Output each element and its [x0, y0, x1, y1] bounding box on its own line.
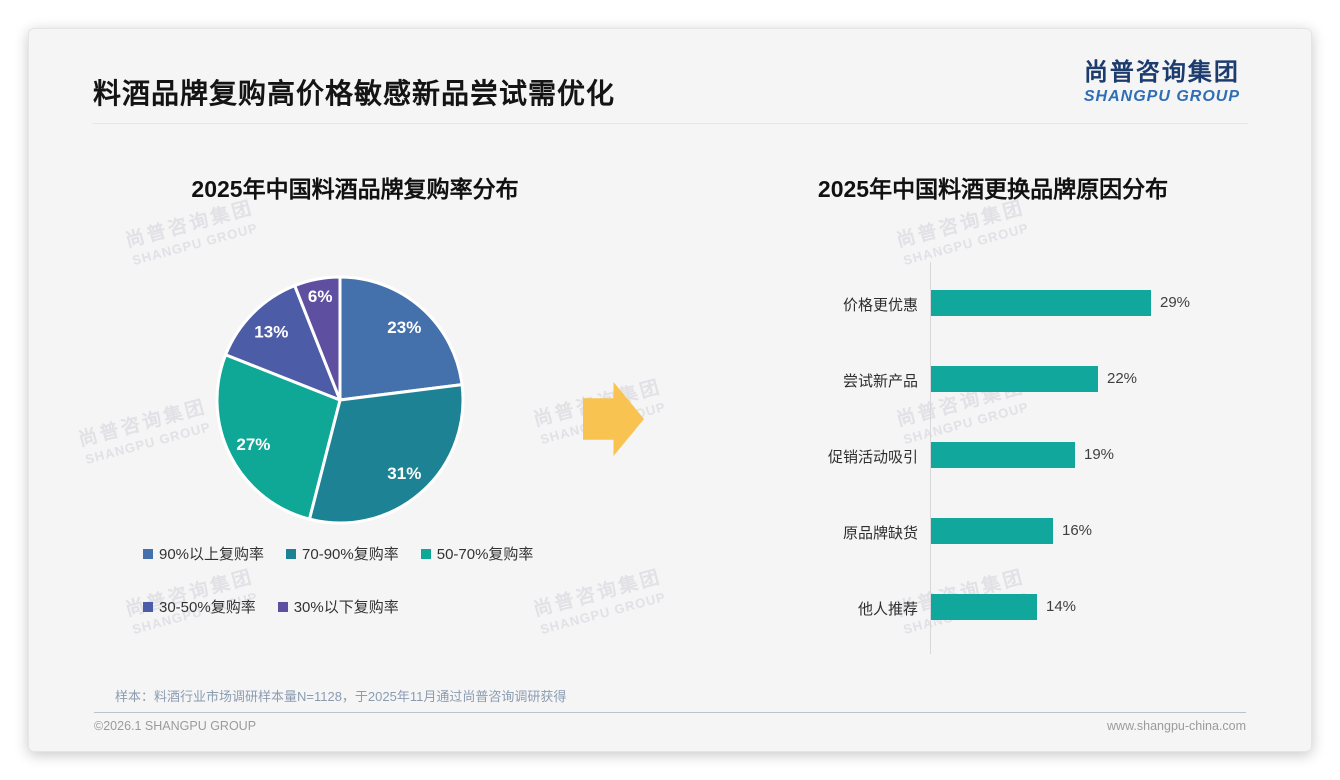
pie-chart: 23% 31% 27% 13% 6%	[215, 275, 465, 525]
header-divider	[92, 123, 1248, 124]
watermark-cn-text: 尚普咨询集团	[123, 197, 257, 253]
bar-value-label-4: 14%	[1046, 598, 1077, 615]
pie-slice-3	[224, 284, 342, 402]
sample-note: 样本：料酒行业市场调研样本量N=1128，于2025年11月通过尚普咨询调研获得	[115, 689, 567, 704]
legend-label: 50-70%复购率	[436, 546, 534, 563]
bar-3	[931, 518, 1053, 544]
bar-value-label-1: 22%	[1107, 370, 1138, 387]
legend-label: 90%以上复购率	[159, 546, 265, 563]
legend-marker-icon	[143, 548, 153, 559]
watermark-cn-text: 尚普咨询集团	[76, 396, 210, 452]
legend-marker-icon	[286, 548, 297, 559]
pie-slice-label-0: 23%	[387, 318, 421, 337]
pie-slice-4	[293, 275, 342, 402]
pie-legend-row-1: 90%以上复购率 70-90%复购率 50-70%复购率	[143, 543, 533, 564]
bar-value-label-3: 16%	[1062, 522, 1093, 539]
watermark-en-text: SHANGPU GROUP	[901, 219, 1031, 268]
bar-2	[931, 442, 1075, 468]
watermark-cn-text: 尚普咨询集团	[531, 566, 665, 622]
right-arrow-icon	[583, 382, 644, 456]
bar-chart-axis	[930, 262, 931, 654]
pie-slice-label-4: 6%	[308, 287, 333, 306]
footer-copyright: ©2026.1 SHANGPU GROUP	[94, 719, 257, 733]
watermark-en-text: SHANGPU GROUP	[538, 588, 668, 637]
page-title: 料酒品牌复购高价格敏感新品尝试需优化	[93, 78, 616, 109]
bar-0	[931, 290, 1151, 316]
bar-category-label-3: 原品牌缺货	[842, 525, 918, 542]
bar-category-label-1: 尝试新产品	[842, 373, 918, 390]
bar-category-label-4: 他人推荐	[857, 601, 918, 618]
legend-item-0: 90%以上复购率	[143, 543, 264, 564]
pie-slice-label-2: 27%	[236, 435, 270, 454]
legend-item-3: 30-50%复购率	[143, 596, 256, 617]
logo-en-text: SHANGPU GROUP	[1083, 88, 1240, 105]
bar-value-label-2: 19%	[1084, 446, 1115, 463]
legend-label: 30-50%复购率	[159, 599, 256, 616]
bar-category-label-2: 促销活动吸引	[827, 449, 918, 466]
legend-item-1: 70-90%复购率	[286, 543, 399, 564]
watermark-en-text: SHANGPU GROUP	[901, 398, 1031, 447]
bar-category-label-0: 价格更优惠	[842, 297, 918, 314]
bar-value-label-0: 29%	[1160, 294, 1191, 311]
watermark-cn-text: 尚普咨询集团	[894, 197, 1028, 253]
legend-label: 30%以下复购率	[293, 599, 399, 616]
pie-legend-row-2: 30-50%复购率 30%以下复购率	[143, 596, 399, 617]
bar-chart-title: 2025年中国料酒更换品牌原因分布	[817, 176, 1169, 202]
legend-marker-icon	[143, 601, 153, 612]
bar-4	[931, 594, 1037, 620]
pie-slice-label-3: 13%	[254, 322, 288, 341]
footer-website: www.shangpu-china.com	[1107, 719, 1246, 733]
watermark-en-text: SHANGPU GROUP	[83, 418, 213, 467]
pie-slice-0	[338, 275, 464, 402]
company-logo: 尚普咨询集团 SHANGPU GROUP	[1084, 52, 1240, 106]
legend-marker-icon	[420, 548, 431, 559]
legend-label: 70-90%复购率	[302, 546, 399, 563]
legend-marker-icon	[277, 601, 288, 612]
bar-1	[931, 366, 1098, 392]
legend-item-2: 50-70%复购率	[420, 543, 534, 564]
legend-item-4: 30%以下复购率	[277, 596, 399, 617]
footer-divider	[94, 712, 1246, 713]
pie-slice-1	[307, 383, 465, 525]
pie-slice-2	[215, 353, 342, 521]
pie-chart-title: 2025年中国料酒品牌复购率分布	[191, 176, 519, 202]
logo-cn-text: 尚普咨询集团	[1083, 59, 1240, 86]
pie-slice-label-1: 31%	[387, 464, 421, 483]
